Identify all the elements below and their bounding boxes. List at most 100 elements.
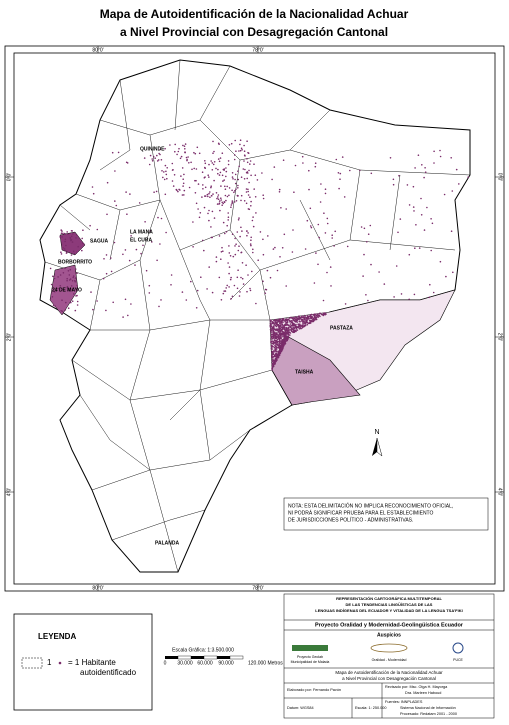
population-dot <box>188 162 190 164</box>
population-dot <box>225 231 228 233</box>
population-dot <box>208 192 210 195</box>
population-dot <box>301 155 304 158</box>
population-dot <box>160 299 162 301</box>
population-dot <box>319 315 321 318</box>
note: NOTA: ESTA DELIMITACIÓN NO IMPLICA RECON… <box>288 502 453 509</box>
place-label: PASTAZA <box>330 325 353 331</box>
population-dot <box>195 202 198 205</box>
population-dot <box>323 212 325 214</box>
population-dot <box>193 151 195 154</box>
population-dot <box>273 328 275 330</box>
population-dot <box>74 268 77 270</box>
population-dot <box>66 277 68 280</box>
population-dot <box>59 236 61 238</box>
population-dot <box>256 179 259 181</box>
population-dot <box>164 193 167 196</box>
population-dot <box>219 171 222 174</box>
population-dot <box>210 236 213 239</box>
population-dot <box>278 329 281 331</box>
population-dot <box>219 209 221 212</box>
population-dot <box>270 341 272 344</box>
population-dot <box>228 252 231 254</box>
population-dot <box>233 158 236 161</box>
population-dot <box>176 153 178 156</box>
population-dot <box>228 144 231 146</box>
population-dot <box>195 168 198 170</box>
population-dot <box>194 152 197 155</box>
population-dot <box>207 174 209 176</box>
population-dot <box>304 248 307 250</box>
population-dot <box>248 169 250 172</box>
population-dot <box>291 322 294 325</box>
population-dot <box>313 319 316 321</box>
population-dot <box>202 184 204 186</box>
population-dot <box>66 286 69 289</box>
population-dot <box>130 235 132 237</box>
population-dot <box>113 241 116 244</box>
population-dot <box>272 322 275 324</box>
population-dot <box>231 295 234 298</box>
population-dot <box>273 166 276 168</box>
population-dot <box>452 271 454 274</box>
population-dot <box>203 206 206 209</box>
population-dot <box>272 359 275 362</box>
population-dot <box>210 185 212 187</box>
population-dot <box>445 275 447 278</box>
population-dot <box>229 278 232 281</box>
north-arrow <box>372 438 377 456</box>
scale-bar <box>165 655 244 660</box>
population-dot <box>246 234 248 237</box>
population-dot <box>225 170 228 173</box>
population-dot <box>71 280 74 282</box>
population-dot <box>220 197 222 199</box>
population-dot <box>124 298 127 301</box>
population-dot <box>115 204 118 207</box>
population-dot <box>192 246 194 248</box>
population-dot <box>245 191 248 193</box>
population-dot <box>239 235 241 238</box>
title: Mapa de Autoidentificación de la Naciona… <box>100 7 409 21</box>
population-dot <box>280 332 282 335</box>
population-dot <box>310 313 313 316</box>
note-box <box>283 497 489 531</box>
population-dot <box>69 268 72 271</box>
population-dot <box>266 269 269 272</box>
population-dot <box>298 328 301 330</box>
population-dot <box>274 341 276 344</box>
population-dot <box>310 226 313 229</box>
logo-caption: Municipalidad de Malada <box>291 660 330 664</box>
population-dot <box>54 290 56 293</box>
population-dot <box>49 267 52 270</box>
population-dot <box>69 236 72 239</box>
population-dot <box>224 194 227 197</box>
population-dot <box>259 231 262 233</box>
population-dot <box>226 185 228 188</box>
population-dot <box>341 156 344 158</box>
population-dot <box>275 350 278 353</box>
population-dot <box>110 257 112 259</box>
population-dot <box>134 264 136 266</box>
population-dot <box>174 150 176 153</box>
highlight-canton <box>59 231 86 256</box>
population-dot <box>288 317 291 319</box>
population-dot <box>251 219 254 222</box>
population-dot <box>76 300 79 303</box>
population-dot <box>73 293 75 295</box>
population-dot <box>290 320 293 322</box>
population-dot <box>225 199 227 202</box>
population-dot <box>124 249 127 251</box>
population-dot <box>240 226 242 229</box>
population-dot <box>284 320 286 323</box>
population-dot <box>249 160 252 162</box>
population-dot <box>284 330 286 332</box>
map-frame <box>4 45 505 592</box>
population-dot <box>227 163 230 166</box>
population-dot <box>170 274 173 276</box>
population-dot <box>235 243 237 245</box>
population-dot <box>316 315 318 318</box>
population-dot <box>433 150 435 153</box>
population-dot <box>246 140 248 142</box>
population-dot <box>52 275 54 278</box>
population-dot <box>208 219 210 222</box>
population-dot <box>247 188 249 191</box>
